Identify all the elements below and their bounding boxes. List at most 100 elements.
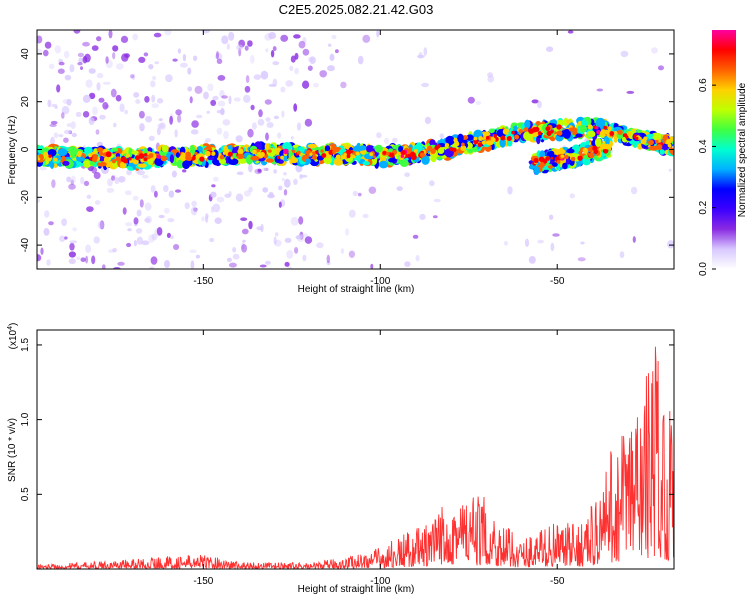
spectrogram-speckle bbox=[96, 82, 101, 91]
spectrogram-speckle bbox=[68, 251, 76, 258]
spectrogram-speckle bbox=[148, 63, 154, 70]
spectrogram-peak-cell bbox=[500, 135, 506, 141]
spectrogram-ridge-cell bbox=[566, 119, 571, 125]
spectrogram-peak-cell bbox=[77, 150, 83, 157]
spectrogram-speckle bbox=[287, 266, 293, 269]
spectrogram-speckle bbox=[213, 176, 219, 182]
spectrogram-peak-cell bbox=[655, 139, 659, 144]
spectrogram-speckle bbox=[268, 31, 277, 40]
spectrogram-speckle bbox=[163, 207, 170, 214]
spectrogram-speckle bbox=[126, 242, 132, 248]
spectrogram-speckle bbox=[182, 53, 187, 62]
spectrogram-peak-cell bbox=[328, 149, 334, 155]
spectrogram-speckle bbox=[383, 137, 390, 145]
spectrogram-peak-cell bbox=[545, 156, 551, 161]
spectrogram-speckle bbox=[223, 130, 229, 140]
spectrogram-speckle bbox=[370, 263, 374, 269]
spectrogram-speckle bbox=[240, 217, 248, 221]
spectrogram-peak-cell bbox=[643, 136, 648, 141]
spectrogram-speckle bbox=[630, 186, 638, 195]
spectrogram-x-label: Height of straight line (km) bbox=[298, 284, 415, 295]
spectrogram-speckle bbox=[47, 99, 52, 108]
spectrogram-speckle bbox=[152, 75, 157, 81]
spectrogram-speckle bbox=[250, 55, 255, 64]
figure-title: C2E5.2025.082.21.42.G03 bbox=[279, 2, 434, 17]
spectrogram-peak-cell bbox=[560, 154, 564, 158]
spectrogram-speckle bbox=[49, 123, 57, 127]
spectrogram-peak-cell bbox=[230, 156, 234, 160]
spectrogram-speckle bbox=[221, 95, 228, 99]
spectrogram-speckle bbox=[548, 214, 554, 220]
spectrogram-peak-cell bbox=[296, 150, 301, 155]
spectrogram-peak-cell bbox=[491, 137, 496, 142]
spectrogram-speckle bbox=[133, 240, 137, 247]
spectrogram-ridge-cell bbox=[62, 160, 70, 166]
spectrogram-ridge-cell bbox=[548, 150, 555, 156]
spectrogram-peak-cell bbox=[135, 155, 140, 161]
spectrogram-speckle bbox=[102, 264, 106, 269]
spectrogram-speckle bbox=[265, 48, 269, 53]
spectrogram-speckle bbox=[290, 55, 296, 63]
spectrogram-speckle bbox=[99, 114, 106, 120]
spectrogram-speckle bbox=[262, 187, 269, 193]
spectrogram-speckle bbox=[191, 200, 197, 207]
spectrogram-peak-cell bbox=[506, 136, 512, 141]
spectrogram-ridge-cell bbox=[399, 159, 409, 167]
snr-frame bbox=[36, 329, 675, 570]
spectrogram-speckle bbox=[124, 53, 130, 58]
spectrogram-ridge-cell bbox=[96, 147, 104, 153]
spectrogram-speckle bbox=[94, 200, 101, 205]
spectrogram-speckle bbox=[216, 127, 223, 135]
spectrogram-peak-cell bbox=[556, 124, 562, 130]
spectrogram-speckle bbox=[299, 174, 303, 180]
spectrogram-speckle bbox=[172, 58, 178, 62]
spectrogram-ridge-cell bbox=[189, 145, 196, 156]
spectrogram-speckle bbox=[286, 250, 294, 259]
spectrogram-speckle bbox=[421, 82, 430, 88]
spectrogram-speckle bbox=[285, 80, 294, 87]
spectrogram-peak-cell bbox=[268, 149, 272, 153]
spectrogram-peak-cell bbox=[407, 153, 411, 158]
spectrogram-peak-cell bbox=[514, 134, 520, 140]
spectrogram-ridge-cell bbox=[605, 137, 610, 146]
spectrogram-speckle bbox=[51, 179, 56, 189]
snr-x-tick-label: -100 bbox=[370, 576, 390, 587]
spectrogram-speckle bbox=[115, 94, 122, 102]
spectrogram-x-tick-label: -150 bbox=[193, 276, 213, 287]
spectrogram-ridge-cell bbox=[566, 148, 575, 154]
spectrogram-peak-cell bbox=[351, 154, 356, 159]
spectrogram-speckle bbox=[275, 232, 279, 237]
spectrogram-speckle bbox=[221, 35, 229, 45]
spectrogram-speckle bbox=[56, 84, 61, 93]
spectrogram-speckle bbox=[503, 240, 508, 246]
spectrogram-speckle bbox=[256, 226, 263, 231]
spectrogram-speckle bbox=[531, 99, 539, 104]
spectrogram-peak-cell bbox=[493, 134, 498, 138]
spectrogram-ridge-cell bbox=[457, 133, 464, 143]
spectrogram-speckle bbox=[219, 89, 225, 99]
spectrogram-speckle bbox=[340, 81, 347, 89]
spectrogram-speckle bbox=[190, 129, 199, 135]
spectrogram-speckle bbox=[187, 67, 192, 75]
spectrogram-speckle bbox=[99, 220, 105, 230]
spectrogram-speckle bbox=[283, 189, 288, 196]
spectrogram-peak-cell bbox=[577, 155, 583, 161]
spectrogram-peak-cell bbox=[292, 149, 296, 154]
spectrogram-peak-cell bbox=[133, 158, 139, 165]
spectrogram-peak-cell bbox=[346, 154, 351, 159]
spectrogram-speckle bbox=[164, 260, 170, 268]
spectrogram-ridge-cell bbox=[365, 145, 374, 153]
spectrogram-speckle bbox=[289, 65, 294, 71]
spectrogram-peak-cell bbox=[222, 151, 227, 155]
spectrogram-peak-cell bbox=[578, 150, 582, 155]
spectrogram-peak-cell bbox=[635, 136, 639, 140]
spectrogram-peak-cell bbox=[617, 129, 623, 135]
spectrogram-speckle bbox=[228, 262, 237, 268]
spectrogram-speckle bbox=[88, 117, 95, 125]
spectrogram-speckle bbox=[135, 228, 143, 234]
spectrogram-speckle bbox=[304, 236, 313, 244]
spectrogram-speckle bbox=[91, 255, 96, 265]
spectrogram-peak-cell bbox=[518, 129, 523, 134]
spectrogram-peak-cell bbox=[335, 154, 341, 159]
spectrogram-ridge-cell bbox=[437, 147, 445, 154]
